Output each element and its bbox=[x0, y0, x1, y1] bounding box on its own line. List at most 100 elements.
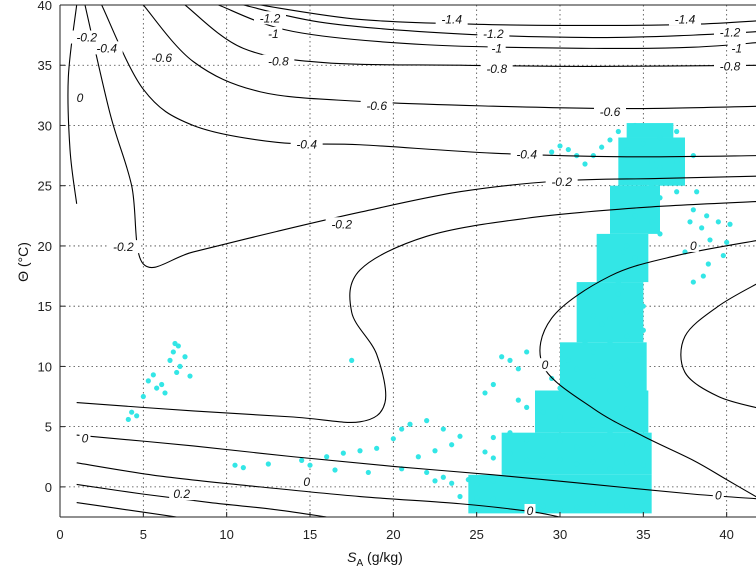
scatter-dense-region bbox=[576, 282, 644, 343]
scatter-point bbox=[724, 239, 730, 245]
scatter-point bbox=[624, 503, 630, 509]
scatter-point bbox=[640, 327, 646, 333]
scatter-point bbox=[374, 445, 380, 451]
scatter-point bbox=[524, 349, 530, 355]
scatter-point bbox=[640, 171, 646, 177]
scatter-point bbox=[432, 478, 438, 484]
contour-label: -0.2 bbox=[76, 31, 97, 45]
contour-line bbox=[184, 5, 756, 67]
contour-line bbox=[243, 5, 756, 39]
contour-label-backing bbox=[510, 147, 543, 161]
contour-label-backing bbox=[687, 238, 699, 252]
scatter-point bbox=[624, 405, 630, 412]
scatter-point bbox=[507, 474, 513, 480]
scatter-point bbox=[607, 137, 613, 143]
y-tick-label: 40 bbox=[38, 0, 52, 13]
contour-label-layer: -1.4 -1.4-1.2-1.2 -1.2-1-1 -1-0.8-0.8 -0.8-0… bbox=[70, 11, 746, 517]
y-tick-label: 25 bbox=[38, 179, 52, 194]
scatter-point bbox=[125, 416, 131, 423]
scatter-point bbox=[624, 333, 630, 339]
scatter-point bbox=[624, 460, 630, 466]
contour-label-backing bbox=[487, 41, 506, 55]
y-tick-label: 0 bbox=[45, 480, 52, 495]
scatter-point bbox=[490, 455, 496, 461]
y-tick-label: 30 bbox=[38, 118, 52, 133]
scatter-point bbox=[407, 421, 413, 427]
contour-label: -0.4 bbox=[516, 147, 537, 161]
scatter-point bbox=[574, 444, 580, 450]
contour-line bbox=[76, 483, 327, 517]
scatter-point bbox=[615, 128, 621, 135]
scatter-point bbox=[440, 426, 446, 432]
contour-label: 0 bbox=[715, 488, 722, 502]
scatter-point bbox=[590, 422, 596, 429]
scatter-point bbox=[424, 469, 430, 476]
scatter-point bbox=[624, 442, 630, 448]
axis-ticks: 0 5 10 15 20 25 30 35 40 0 5 10 15 20 25 30 35 40 bbox=[38, 0, 734, 542]
scatter-point bbox=[590, 313, 596, 319]
x-tick-label: 15 bbox=[303, 527, 317, 542]
scatter-point bbox=[507, 450, 513, 456]
x-tick-label: 10 bbox=[219, 527, 233, 542]
contour-label: -1.4 bbox=[675, 12, 696, 26]
contour-label: -0.4 bbox=[96, 41, 117, 55]
x-tick-label: 40 bbox=[719, 527, 733, 542]
y-tick-label: 10 bbox=[38, 359, 52, 374]
contour-label: -1 bbox=[731, 41, 742, 55]
scatter-point bbox=[690, 207, 696, 213]
scatter-point bbox=[324, 454, 330, 460]
contour-line bbox=[539, 240, 756, 498]
contour-label: 0 bbox=[690, 239, 697, 253]
y-tick-label: 15 bbox=[38, 299, 52, 314]
scatter-point bbox=[174, 369, 180, 376]
contour-label-backing bbox=[90, 41, 123, 55]
scatter-point bbox=[365, 469, 371, 476]
scatter-point bbox=[549, 375, 555, 382]
scatter-point bbox=[720, 252, 726, 259]
scatter-point bbox=[590, 399, 596, 406]
scatter-point bbox=[134, 413, 140, 419]
scatter-point bbox=[415, 454, 421, 460]
scatter-point bbox=[182, 354, 188, 360]
scatter-layer bbox=[125, 122, 733, 514]
scatter-point bbox=[624, 478, 630, 484]
scatter-point bbox=[657, 134, 663, 141]
scatter-point bbox=[565, 357, 571, 363]
scatter-point bbox=[640, 402, 646, 408]
scatter-point bbox=[557, 481, 563, 488]
scatter-point bbox=[574, 461, 580, 467]
contour-line bbox=[76, 501, 177, 517]
scatter-dense-region bbox=[596, 233, 649, 283]
scatter-dense-region bbox=[560, 342, 647, 391]
contour-label: -0.8 bbox=[720, 59, 741, 73]
scatter-point bbox=[145, 378, 151, 384]
scatter-point bbox=[457, 493, 463, 500]
y-tick-label: 5 bbox=[45, 420, 52, 435]
scatter-point bbox=[705, 261, 711, 267]
scatter-point bbox=[674, 189, 680, 195]
contour-label-backing bbox=[539, 358, 551, 372]
scatter-point bbox=[607, 484, 613, 490]
scatter-point bbox=[170, 349, 176, 355]
scatter-point bbox=[574, 366, 580, 372]
scatter-point bbox=[607, 430, 613, 436]
scatter-point bbox=[657, 231, 663, 237]
scatter-point bbox=[557, 438, 563, 444]
contour-line bbox=[101, 5, 756, 158]
scatter-point bbox=[590, 373, 596, 379]
scatter-point bbox=[590, 458, 596, 465]
contour-label-backing bbox=[169, 487, 195, 501]
scatter-point bbox=[640, 237, 646, 243]
contour-label: -1 bbox=[491, 41, 502, 55]
contour-label-backing bbox=[435, 12, 468, 26]
contour-label: -0.2 bbox=[331, 217, 352, 231]
scatter-point bbox=[499, 354, 505, 360]
contour-label-backing bbox=[477, 26, 510, 40]
contour-line bbox=[84, 5, 756, 269]
scatter-point bbox=[557, 414, 563, 420]
contour-label: 0 bbox=[82, 432, 89, 446]
scatter-point bbox=[599, 144, 605, 150]
scatter-point bbox=[607, 363, 613, 370]
scatter-point bbox=[167, 357, 173, 363]
contour-label: -0.6 bbox=[151, 51, 172, 65]
